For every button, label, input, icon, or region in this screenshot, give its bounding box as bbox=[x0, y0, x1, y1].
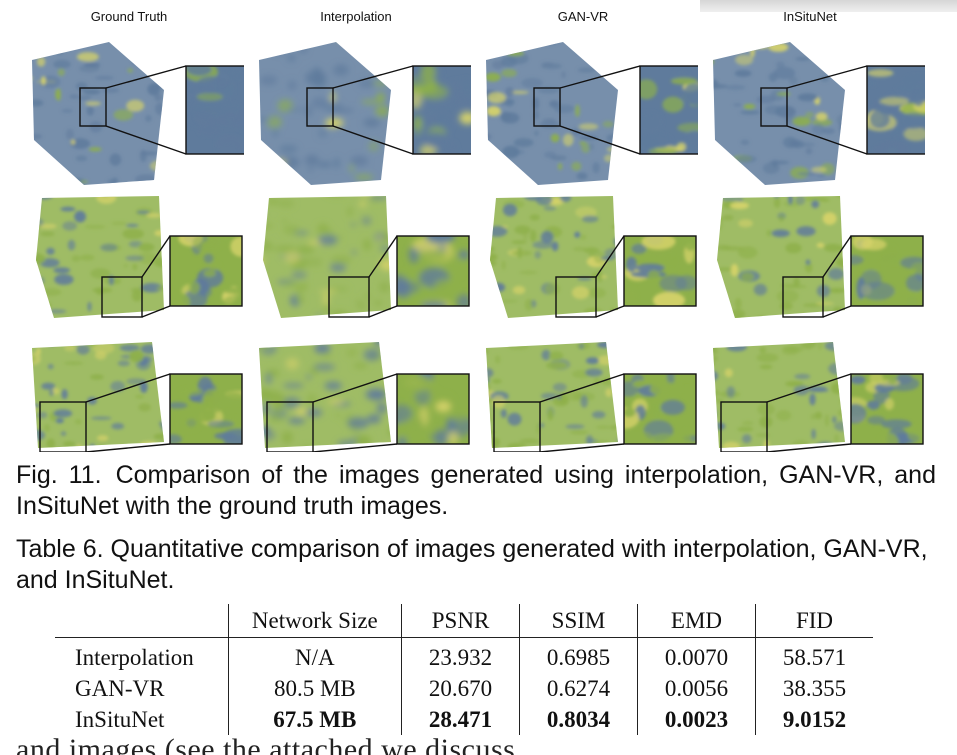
table-row: Interpolation N/A 23.932 0.6985 0.0070 5… bbox=[55, 637, 873, 673]
cell-network-size: 80.5 MB bbox=[228, 673, 403, 704]
table-row: GAN-VR 80.5 MB 20.670 0.6274 0.0056 38.3… bbox=[55, 673, 873, 704]
cell-emd: 0.0023 bbox=[637, 704, 756, 735]
volume-panel-interpolation-row-2 bbox=[241, 190, 471, 320]
volume-panel-gan-vr-row-1 bbox=[468, 30, 698, 190]
volume-panel-insitunet-row-2 bbox=[695, 190, 925, 320]
figure-label: Fig. 11. bbox=[16, 461, 102, 489]
cell-psnr: 20.670 bbox=[401, 673, 521, 704]
cell-psnr: 23.932 bbox=[401, 637, 521, 673]
cut-off-body-text: and images (see the attached we discuss bbox=[16, 733, 516, 755]
volume-panel-ground-truth-row-2 bbox=[14, 190, 244, 320]
cell-fid: 38.355 bbox=[782, 675, 847, 701]
cell-ssim: 0.6274 bbox=[519, 673, 638, 704]
volume-panel-interpolation-row-3 bbox=[241, 330, 471, 452]
cell-fid: 58.571 bbox=[782, 644, 847, 670]
table-caption: Table 6. Quantitative comparison of imag… bbox=[16, 535, 928, 594]
table-row: InSituNet 67.5 MB 28.471 0.8034 0.0023 9… bbox=[55, 704, 873, 735]
cell-emd: 0.0070 bbox=[637, 637, 756, 673]
cell-network-size: 67.5 MB bbox=[228, 704, 403, 735]
volume-panel-gan-vr-row-2 bbox=[468, 190, 698, 320]
column-title-insitunet: InSituNet bbox=[783, 9, 837, 24]
volume-panel-insitunet-row-3 bbox=[695, 330, 925, 452]
cell-ssim: 0.6985 bbox=[519, 637, 638, 673]
table-header-row: Network Size PSNR SSIM EMD FID bbox=[55, 604, 873, 638]
cell-network-size: N/A bbox=[228, 637, 403, 673]
volume-panel-gan-vr-row-3 bbox=[468, 330, 698, 452]
cell-ssim: 0.8034 bbox=[519, 704, 638, 735]
cell-fid: 9.0152 bbox=[782, 706, 847, 732]
comparison-figure: Ground Truth Interpolation GAN-VR InSitu… bbox=[14, 9, 925, 452]
header-empty bbox=[55, 604, 229, 638]
volume-panel-ground-truth-row-1 bbox=[14, 30, 244, 190]
volume-panel-ground-truth-row-3 bbox=[14, 330, 244, 452]
column-title-ground-truth: Ground Truth bbox=[90, 9, 168, 24]
column-title-interpolation: Interpolation bbox=[320, 9, 392, 24]
cell-psnr: 28.471 bbox=[401, 704, 521, 735]
figure-caption-text: Comparison of the images generated using… bbox=[16, 461, 936, 520]
volume-panel-insitunet-row-1 bbox=[695, 30, 925, 190]
cell-emd: 0.0056 bbox=[637, 673, 756, 704]
header-ssim: SSIM bbox=[519, 604, 638, 638]
column-title-gan-vr: GAN-VR bbox=[557, 9, 609, 24]
header-psnr: PSNR bbox=[401, 604, 521, 638]
header-fid: FID bbox=[755, 604, 873, 638]
row-label: GAN-VR bbox=[55, 673, 229, 704]
volume-panel-interpolation-row-1 bbox=[241, 30, 471, 190]
row-label: Interpolation bbox=[55, 637, 229, 673]
top-right-gray-strip bbox=[700, 0, 957, 12]
header-emd: EMD bbox=[637, 604, 756, 638]
figure-caption: Fig. 11. Comparison of the images generat… bbox=[16, 460, 936, 522]
row-label: InSituNet bbox=[55, 704, 229, 735]
results-table: Network Size PSNR SSIM EMD FID Interpola… bbox=[55, 604, 873, 735]
header-network-size: Network Size bbox=[228, 604, 403, 638]
